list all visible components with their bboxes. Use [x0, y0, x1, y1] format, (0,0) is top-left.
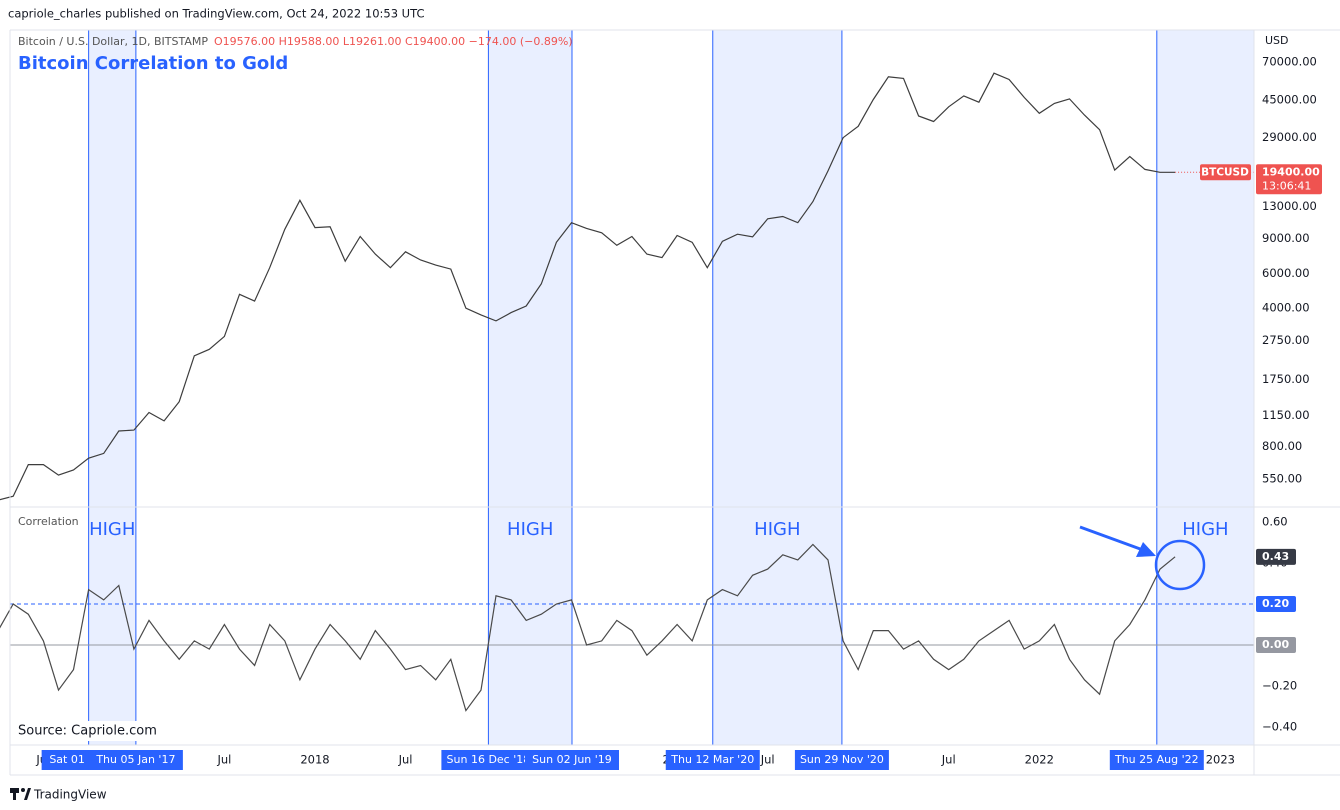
band-note: HIGH	[754, 519, 800, 540]
band-note: HIGH	[507, 519, 553, 540]
brand: TradingView	[33, 788, 107, 802]
highlight-band	[88, 30, 136, 745]
x-tick-label: 2023	[1206, 753, 1235, 767]
y-tick-label: 800.00	[1262, 439, 1302, 453]
date-box-label: Thu 05 Jan '17	[95, 753, 175, 766]
symbol-tag	[1200, 164, 1251, 181]
band-note: HIGH	[89, 519, 135, 540]
date-box-label: Sun 02 Jun '19	[532, 753, 612, 766]
x-tick-label: Jul	[216, 753, 231, 767]
x-tick-label: 2022	[1025, 753, 1054, 767]
date-box	[1109, 750, 1204, 770]
y-tick-label: 0.60	[1262, 514, 1288, 528]
y-tick-label: 2750.00	[1262, 333, 1310, 347]
date-box-label: Thu 25 Aug '22	[1114, 753, 1199, 766]
price-tag	[1256, 164, 1322, 195]
arrow-head	[1136, 542, 1156, 557]
last-value-tag	[1256, 548, 1296, 565]
series-line	[0, 72, 1176, 501]
symbol-line: Bitcoin / U.S. Dollar, 1D, BITSTAMP O1957…	[18, 35, 573, 48]
logo-part	[13, 788, 16, 800]
date-box	[524, 750, 619, 770]
date-box	[665, 750, 760, 770]
symbol: Bitcoin / U.S. Dollar, 1D, BITSTAMP	[18, 35, 208, 48]
source-bg	[14, 721, 156, 741]
x-tick-label: Jul	[760, 753, 775, 767]
highlight-bands	[88, 30, 1254, 745]
source-label: Source: Capriole.com	[18, 724, 157, 739]
logo-part	[21, 788, 25, 792]
date-box	[441, 750, 536, 770]
y-tick-label: 4000.00	[1262, 301, 1310, 315]
chart-title: Bitcoin Correlation to Gold	[18, 53, 288, 74]
y-tick-label: 1750.00	[1262, 372, 1310, 386]
logo-part	[24, 788, 31, 800]
y-tick-label: 9000.00	[1262, 231, 1310, 245]
currency-label: USD	[1265, 34, 1289, 47]
footer: TradingView	[10, 788, 107, 802]
highlight-band	[1156, 30, 1254, 745]
date-box-label: Sun 16 Dec '18	[447, 753, 531, 766]
y-tick-label: −0.40	[1262, 719, 1297, 733]
x-tick-label: Jul	[398, 753, 413, 767]
date-box-label: Sun 29 Nov '20	[800, 753, 884, 766]
x-tick-label: Jul	[941, 753, 956, 767]
x-tick-label: 2018	[300, 753, 329, 767]
y-tick-label: 29000.00	[1262, 130, 1317, 144]
price-tag-label: 19400.00	[1262, 165, 1320, 178]
y-tick-label: 6000.00	[1262, 266, 1310, 280]
highlight-band	[488, 30, 572, 745]
y-tick-label: 13000.00	[1262, 199, 1317, 213]
ohlc: O19576.00 H19588.00 L19261.00 C19400.00 …	[214, 35, 573, 48]
date-box	[88, 750, 183, 770]
highlight-band	[712, 30, 842, 745]
y-tick-label: 1150.00	[1262, 408, 1310, 422]
y-tick-label: 550.00	[1262, 471, 1302, 485]
band-note: HIGH	[1182, 519, 1228, 540]
value-tag	[1256, 636, 1296, 653]
value-tag-label: 0.00	[1262, 638, 1289, 651]
y-tick-label: 45000.00	[1262, 92, 1317, 106]
axes: 70000.00 45000.00 29000.00 13000.00 9000.00 6…	[35, 54, 1322, 770]
countdown-label: 13:06:41	[1262, 179, 1311, 192]
annotation-arrow	[1079, 525, 1156, 557]
last-value-label: 0.43	[1262, 550, 1289, 563]
value-tag	[1256, 595, 1296, 612]
pane-title: Correlation	[18, 515, 79, 528]
value-tag-label: 0.20	[1262, 597, 1289, 610]
y-tick-label: −0.20	[1262, 678, 1297, 692]
series-line	[0, 543, 1176, 712]
plot-area: HIGH HIGH HIGH HIGH	[0, 72, 1254, 712]
published-line: capriole_charles published on TradingVie…	[8, 7, 424, 21]
arrow-shaft	[1079, 525, 1144, 552]
y-tick-label: 70000.00	[1262, 54, 1317, 68]
date-box	[794, 750, 889, 770]
symbol-tag-label: BTCUSD	[1201, 166, 1249, 178]
date-box-label: Thu 12 Mar '20	[670, 753, 754, 766]
annotation-circle	[1154, 539, 1206, 591]
